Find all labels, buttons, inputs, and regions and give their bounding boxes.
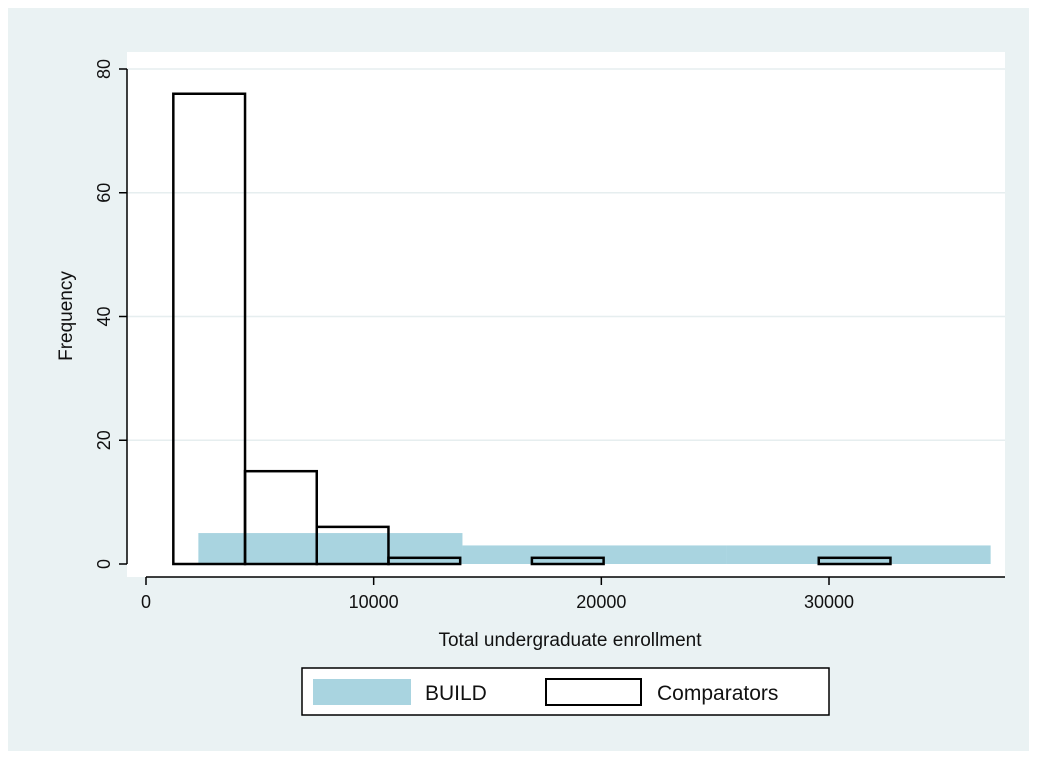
comparators-bar-2: [315, 525, 390, 566]
build-bar-2: [726, 545, 991, 564]
build-bar-1: [462, 545, 727, 564]
y-tick-label-1: 20: [94, 430, 114, 450]
comparators-bar-3: [387, 556, 462, 566]
y-tick-label-4: 80: [94, 59, 114, 79]
comparators-bar-9: [817, 556, 892, 566]
y-axis-title: Frequency: [56, 271, 77, 361]
legend-label-comparators: Comparators: [657, 682, 778, 705]
axes: 0 20 40 60 80 0 10000 20000 30000: [94, 59, 1005, 612]
x-tick-label-0: 0: [141, 592, 151, 612]
y-tick-label-0: 0: [94, 559, 114, 569]
x-tick-label-1: 10000: [349, 592, 399, 612]
x-tick-label-3: 30000: [804, 592, 854, 612]
comparators-bar-0: [172, 92, 247, 566]
comparators-bar-1: [243, 469, 318, 566]
x-axis-title: Total undergraduate enrollment: [438, 630, 702, 651]
comparators-series: [172, 92, 892, 566]
legend-swatch-comparators: [545, 678, 642, 706]
plot-area: [127, 52, 1005, 577]
grid-lines: [127, 68, 1005, 441]
legend: BUILD Comparators: [301, 667, 830, 716]
y-tick-label-3: 60: [94, 183, 114, 203]
comparators-bar-5: [530, 556, 605, 566]
build-bar-0: [198, 533, 463, 564]
legend-label-build: BUILD: [425, 682, 487, 705]
x-tick-label-2: 20000: [576, 592, 626, 612]
y-tick-label-2: 40: [94, 306, 114, 326]
legend-swatch-build: [313, 679, 411, 705]
